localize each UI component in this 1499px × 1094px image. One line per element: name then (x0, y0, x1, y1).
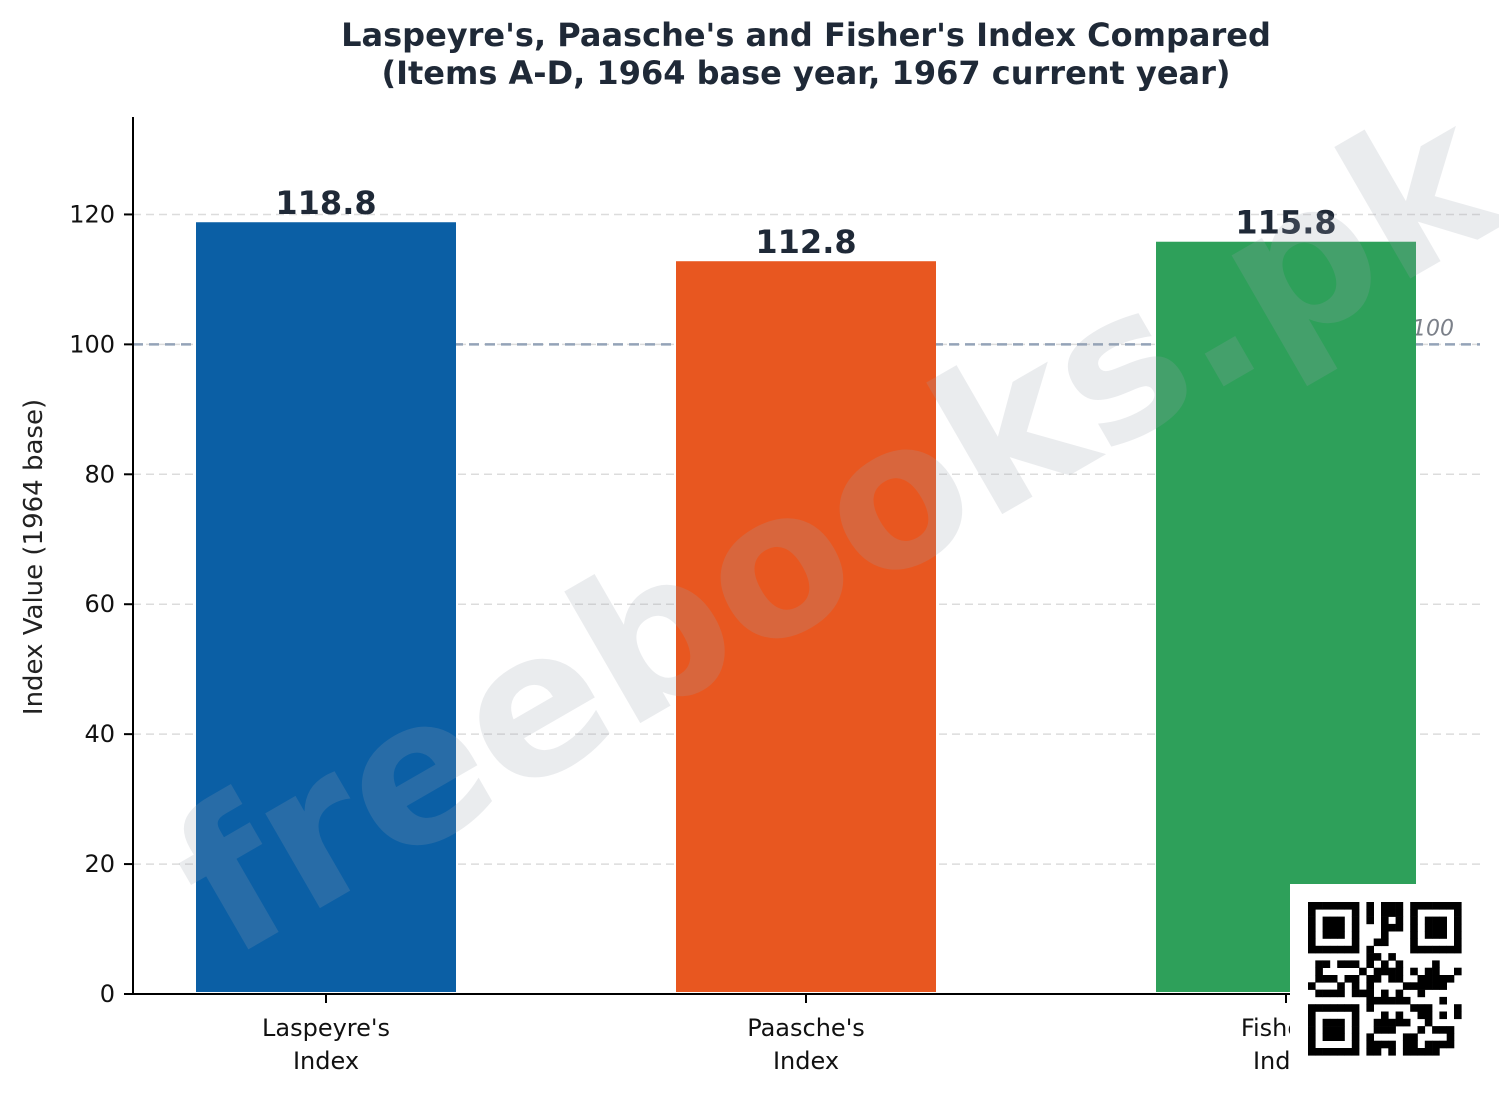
chart-title: Laspeyre's, Paasche's and Fisher's Index… (341, 16, 1271, 92)
bar-value-label: 115.8 (1235, 204, 1336, 242)
y-tick-label: 0 (100, 980, 115, 1008)
y-axis-label: Index Value (1964 base) (19, 399, 49, 715)
bar-value-label: 118.8 (275, 184, 376, 222)
bar (676, 261, 936, 992)
qr-code-icon (1290, 884, 1480, 1074)
y-tick-label: 120 (69, 200, 115, 228)
y-tick-label: 60 (84, 590, 115, 618)
bars (196, 222, 1416, 993)
x-tick-label: Laspeyre's (262, 1014, 390, 1042)
x-tick-label: Index (293, 1047, 359, 1075)
y-tick-label: 80 (84, 460, 115, 488)
chart-title-line-1: Laspeyre's, Paasche's and Fisher's Index… (341, 16, 1271, 54)
y-axis-ticks: 0 20 40 60 80 100 120 (69, 200, 133, 1008)
y-tick-label: 100 (69, 330, 115, 358)
chart-title-line-2: (Items A-D, 1964 base year, 1967 current… (381, 54, 1230, 92)
bar-value-label: 112.8 (755, 223, 856, 261)
y-tick-label: 40 (84, 720, 115, 748)
x-tick-label: Index (773, 1047, 839, 1075)
value-labels: 118.8 112.8 115.8 (275, 184, 1336, 261)
x-axis-ticks: Laspeyre'sIndexPaasche'sIndexFisher'sInd… (262, 994, 1331, 1075)
y-tick-label: 20 (84, 850, 115, 878)
x-tick-label: Paasche's (747, 1014, 865, 1042)
bar (1156, 241, 1416, 992)
bar (196, 222, 456, 993)
